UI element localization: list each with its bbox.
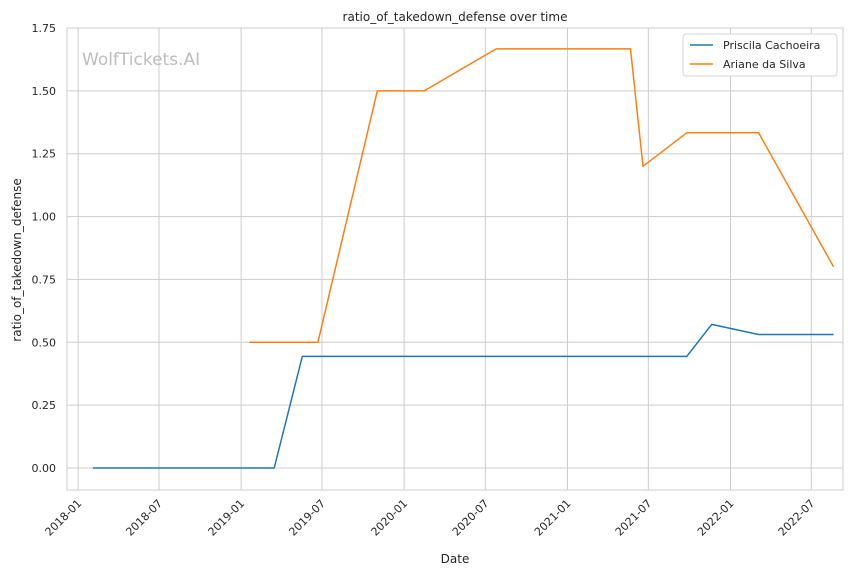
y-tick-label: 0.75	[32, 273, 57, 286]
legend-label-priscila: Priscila Cachoeira	[723, 39, 820, 52]
series-line-1	[249, 48, 835, 344]
legend-box	[682, 33, 838, 77]
series-line-0	[92, 323, 834, 469]
y-tick-label: 0.50	[32, 336, 57, 349]
x-tick-label: 2021-01	[532, 497, 574, 539]
x-tick-label: 2019-07	[286, 497, 328, 539]
y-tick-label: 1.25	[32, 148, 57, 161]
x-tick-label: 2022-01	[695, 497, 737, 539]
y-tick-label: 0.00	[32, 462, 57, 475]
y-axis-label: ratio_of_takedown_defense	[10, 178, 24, 341]
x-tick-label: 2019-01	[206, 497, 248, 539]
x-tick-label: 2018-07	[123, 497, 165, 539]
y-tick-label: 1.50	[32, 85, 57, 98]
watermark: WolfTickets.AI	[82, 50, 200, 70]
y-tick-label: 1.00	[32, 211, 57, 224]
legend: Priscila Cachoeira Ariane da Silva	[682, 33, 838, 77]
x-tick-label: 2022-07	[776, 497, 818, 539]
plot-frame	[66, 27, 844, 491]
chart-title: ratio_of_takedown_defense over time	[343, 10, 568, 24]
x-axis-label: Date	[441, 552, 470, 566]
series-layer	[92, 48, 835, 469]
plot-area	[67, 28, 843, 490]
y-tick-label: 1.75	[32, 22, 57, 35]
legend-label-ariane: Ariane da Silva	[723, 58, 806, 71]
x-tick-label: 2020-01	[369, 497, 411, 539]
y-tick-label: 0.25	[32, 399, 57, 412]
x-tick-label: 2021-07	[613, 497, 655, 539]
y-axis-ticks: 0.00 0.25 0.50 0.75 1.00 1.25 1.50 1.75	[32, 22, 57, 475]
x-tick-label: 2020-07	[450, 497, 492, 539]
x-tick-label: 2018-01	[43, 497, 85, 539]
x-axis-ticks: 2018-01 2018-07 2019-01 2019-07 2020-01 2020-…	[43, 497, 818, 539]
